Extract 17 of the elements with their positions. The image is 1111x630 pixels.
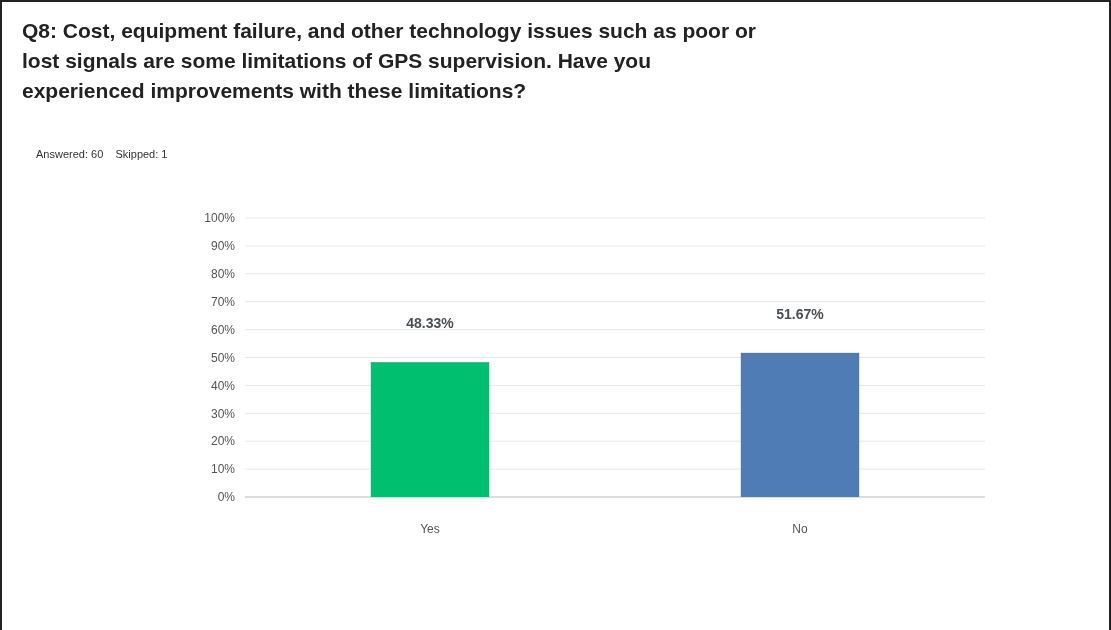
- y-tick-label: 50%: [210, 350, 236, 365]
- chart-title: Q8: Cost, equipment failure, and other technology issues such as poor or lost signals are some limitations of GPS supervision. Have you experienced improvements with these limitations?: [22, 19, 756, 102]
- text: Answered: 60 Skipped: 1: [36, 148, 168, 160]
- x-tick-label: No: [792, 522, 808, 536]
- y-tick-label: 40%: [210, 378, 236, 393]
- y-tick-label: 90%: [210, 239, 236, 254]
- y-tick-label: 100%: [204, 211, 236, 226]
- y-tick-label: 0%: [217, 490, 236, 505]
- y-tick-label: 30%: [210, 406, 236, 421]
- data-label: 51.67%: [776, 305, 825, 322]
- x-tick-label: Yes: [420, 522, 440, 536]
- y-tick-label: 70%: [210, 294, 236, 309]
- y-tick-label: 60%: [210, 322, 236, 337]
- data-label: 48.33%: [406, 315, 455, 332]
- y-tick-label: 20%: [210, 434, 236, 449]
- y-tick-label: 80%: [210, 267, 236, 281]
- y-tick-label: 10%: [210, 462, 236, 477]
